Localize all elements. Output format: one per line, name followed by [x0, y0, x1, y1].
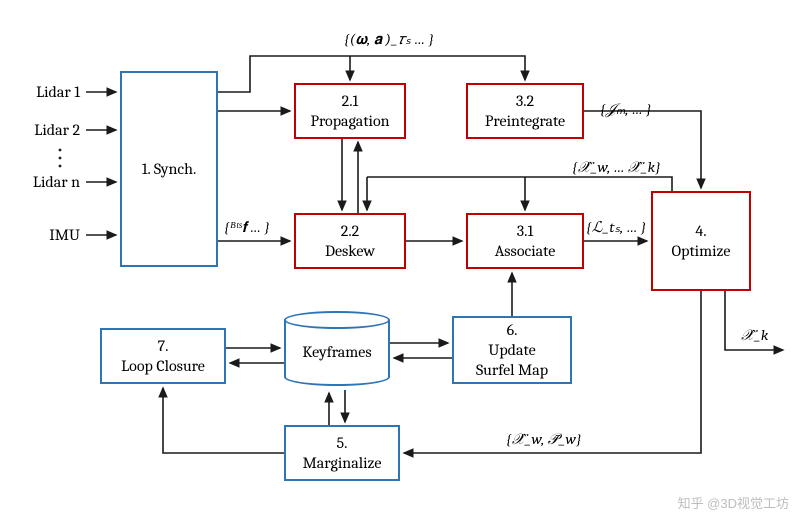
- node-update-s2: Surfel Map: [476, 360, 548, 380]
- node-update-s: Update: [488, 340, 535, 360]
- node-propagation-s: Propagation: [310, 111, 389, 131]
- node-marginalize: 5. Marginalize: [284, 425, 400, 481]
- node-deskew-s: Deskew: [325, 241, 375, 261]
- node-preintegrate-t: 3.2: [516, 91, 534, 111]
- node-update: 6. Update Surfel Map: [452, 316, 572, 384]
- edge-label-btf: {ᴮᵗˢ𝐟 … }: [224, 218, 270, 237]
- edge-label-xk: 𝒳̂_k: [741, 326, 768, 344]
- input-imu: IMU: [20, 226, 80, 244]
- edge-label-imu-out: {𝒥ₘ, … }: [600, 100, 651, 118]
- node-synch: 1. Synch.: [120, 71, 218, 267]
- node-associate: 3.1 Associate: [466, 213, 584, 269]
- node-synch-label: 1. Synch.: [142, 159, 197, 179]
- input-lidar1: Lidar 1: [20, 83, 80, 101]
- edge-label-states: {𝒳̂_w, … 𝒳̂_k}: [572, 158, 661, 176]
- node-optimize: 4. Optimize: [651, 191, 751, 291]
- input-lidar2: Lidar 2: [20, 121, 80, 139]
- node-keyframes: Keyframes: [284, 320, 390, 386]
- node-preintegrate-s: Preintegrate: [485, 111, 565, 131]
- watermark: 知乎 @3D视觉工坊: [678, 493, 789, 512]
- edge-label-omega-a: {(𝛚, 𝐚 )_𝜏ₛ … }: [344, 30, 434, 48]
- node-optimize-t: 4.: [695, 221, 706, 241]
- node-propagation-t: 2.1: [342, 91, 359, 111]
- node-marginalize-t: 5.: [337, 433, 348, 453]
- node-preintegrate: 3.2 Preintegrate: [466, 83, 584, 139]
- node-marginalize-s: Marginalize: [303, 453, 382, 473]
- node-associate-t: 3.1: [517, 221, 533, 241]
- node-loopclosure-t: 7.: [158, 336, 169, 356]
- node-loopclosure: 7. Loop Closure: [100, 328, 226, 384]
- node-deskew-t: 2.2: [341, 221, 359, 241]
- edge-label-lts: {ℒ_tₛ, … }: [586, 218, 646, 236]
- input-lidarn: Lidar n: [20, 173, 80, 191]
- node-propagation: 2.1 Propagation: [294, 83, 406, 139]
- node-keyframes-label: Keyframes: [302, 343, 371, 361]
- node-deskew: 2.2 Deskew: [294, 213, 406, 269]
- node-update-t: 6.: [507, 320, 518, 340]
- node-loopclosure-s: Loop Closure: [121, 356, 205, 376]
- node-associate-s: Associate: [495, 241, 556, 261]
- node-optimize-s: Optimize: [672, 241, 731, 261]
- edge-label-xwpw: {𝒳̂_w, 𝒫̄_w}: [506, 430, 581, 448]
